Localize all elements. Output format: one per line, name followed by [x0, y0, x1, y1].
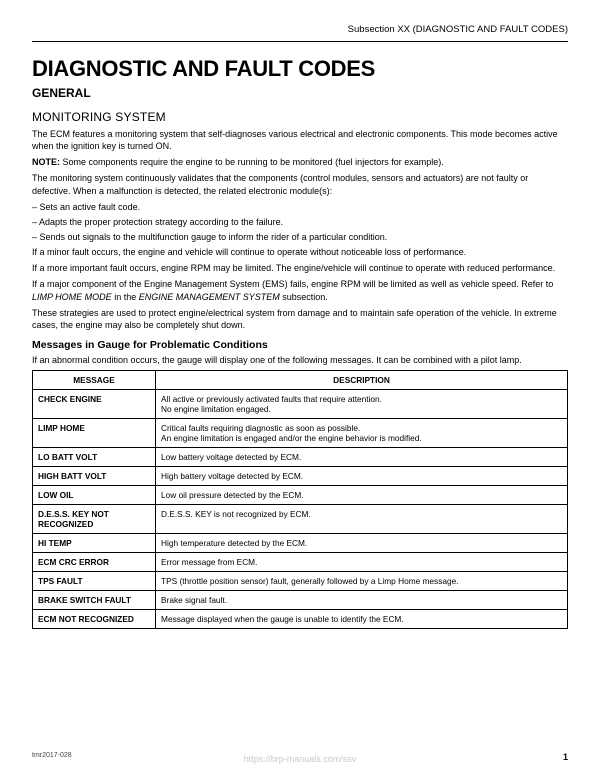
messages-heading: Messages in Gauge for Problematic Condit… [32, 339, 568, 351]
paragraph: If a more important fault occurs, engine… [32, 262, 568, 274]
message-cell: HI TEMP [33, 534, 156, 553]
doc-id: tmr2017-028 [32, 752, 72, 762]
messages-intro: If an abnormal condition occurs, the gau… [32, 354, 568, 366]
note-label: NOTE: [32, 157, 60, 167]
message-cell: CHECK ENGINE [33, 390, 156, 419]
table-row: LIMP HOMECritical faults requiring diagn… [33, 419, 568, 448]
message-cell: D.E.S.S. KEY NOT RECOGNIZED [33, 505, 156, 534]
description-cell: Critical faults requiring diagnostic as … [156, 419, 568, 448]
message-cell: LO BATT VOLT [33, 448, 156, 467]
description-cell: Low battery voltage detected by ECM. [156, 448, 568, 467]
text-run: If a major component of the Engine Manag… [32, 279, 553, 289]
paragraph: If a major component of the Engine Manag… [32, 278, 568, 302]
page-subtitle: GENERAL [32, 86, 568, 100]
message-cell: ECM CRC ERROR [33, 553, 156, 572]
description-cell: High temperature detected by the ECM. [156, 534, 568, 553]
description-cell: Message displayed when the gauge is unab… [156, 610, 568, 629]
note-paragraph: NOTE: Some components require the engine… [32, 156, 568, 168]
description-cell: D.E.S.S. KEY is not recognized by ECM. [156, 505, 568, 534]
paragraph: The monitoring system continuously valid… [32, 172, 568, 196]
bullet-item: Sends out signals to the multifunction g… [32, 231, 568, 243]
description-cell: All active or previously activated fault… [156, 390, 568, 419]
message-cell: BRAKE SWITCH FAULT [33, 591, 156, 610]
message-cell: HIGH BATT VOLT [33, 467, 156, 486]
text-run: in the [112, 292, 139, 302]
table-row: LOW OILLow oil pressure detected by the … [33, 486, 568, 505]
paragraph: If a minor fault occurs, the engine and … [32, 246, 568, 258]
table-row: ECM NOT RECOGNIZEDMessage displayed when… [33, 610, 568, 629]
messages-table: MESSAGE DESCRIPTION CHECK ENGINEAll acti… [32, 370, 568, 629]
message-cell: TPS FAULT [33, 572, 156, 591]
paragraph: These strategies are used to protect eng… [32, 307, 568, 331]
description-cell: Low oil pressure detected by the ECM. [156, 486, 568, 505]
page-title: DIAGNOSTIC AND FAULT CODES [32, 56, 568, 82]
table-row: TPS FAULTTPS (throttle position sensor) … [33, 572, 568, 591]
table-row: HIGH BATT VOLTHigh battery voltage detec… [33, 467, 568, 486]
table-row: BRAKE SWITCH FAULTBrake signal fault. [33, 591, 568, 610]
description-cell: TPS (throttle position sensor) fault, ge… [156, 572, 568, 591]
bullet-item: Sets an active fault code. [32, 201, 568, 213]
table-row: D.E.S.S. KEY NOT RECOGNIZEDD.E.S.S. KEY … [33, 505, 568, 534]
text-run: subsection. [280, 292, 328, 302]
table-row: HI TEMPHigh temperature detected by the … [33, 534, 568, 553]
section-heading: MONITORING SYSTEM [32, 110, 568, 124]
table-row: ECM CRC ERRORError message from ECM. [33, 553, 568, 572]
page-footer: tmr2017-028 1 [32, 752, 568, 762]
header-rule [32, 41, 568, 42]
header-subsection: Subsection XX (DIAGNOSTIC AND FAULT CODE… [32, 24, 568, 35]
message-cell: LIMP HOME [33, 419, 156, 448]
paragraph: The ECM features a monitoring system tha… [32, 128, 568, 152]
col-header-description: DESCRIPTION [156, 371, 568, 390]
description-cell: Brake signal fault. [156, 591, 568, 610]
description-cell: High battery voltage detected by ECM. [156, 467, 568, 486]
italic-ref: LIMP HOME MODE [32, 292, 112, 302]
table-header-row: MESSAGE DESCRIPTION [33, 371, 568, 390]
page-number: 1 [563, 752, 568, 762]
message-cell: LOW OIL [33, 486, 156, 505]
table-row: LO BATT VOLTLow battery voltage detected… [33, 448, 568, 467]
description-cell: Error message from ECM. [156, 553, 568, 572]
col-header-message: MESSAGE [33, 371, 156, 390]
table-row: CHECK ENGINEAll active or previously act… [33, 390, 568, 419]
bullet-item: Adapts the proper protection strategy ac… [32, 216, 568, 228]
note-text: Some components require the engine to be… [60, 157, 444, 167]
italic-ref: ENGINE MANAGEMENT SYSTEM [139, 292, 280, 302]
message-cell: ECM NOT RECOGNIZED [33, 610, 156, 629]
